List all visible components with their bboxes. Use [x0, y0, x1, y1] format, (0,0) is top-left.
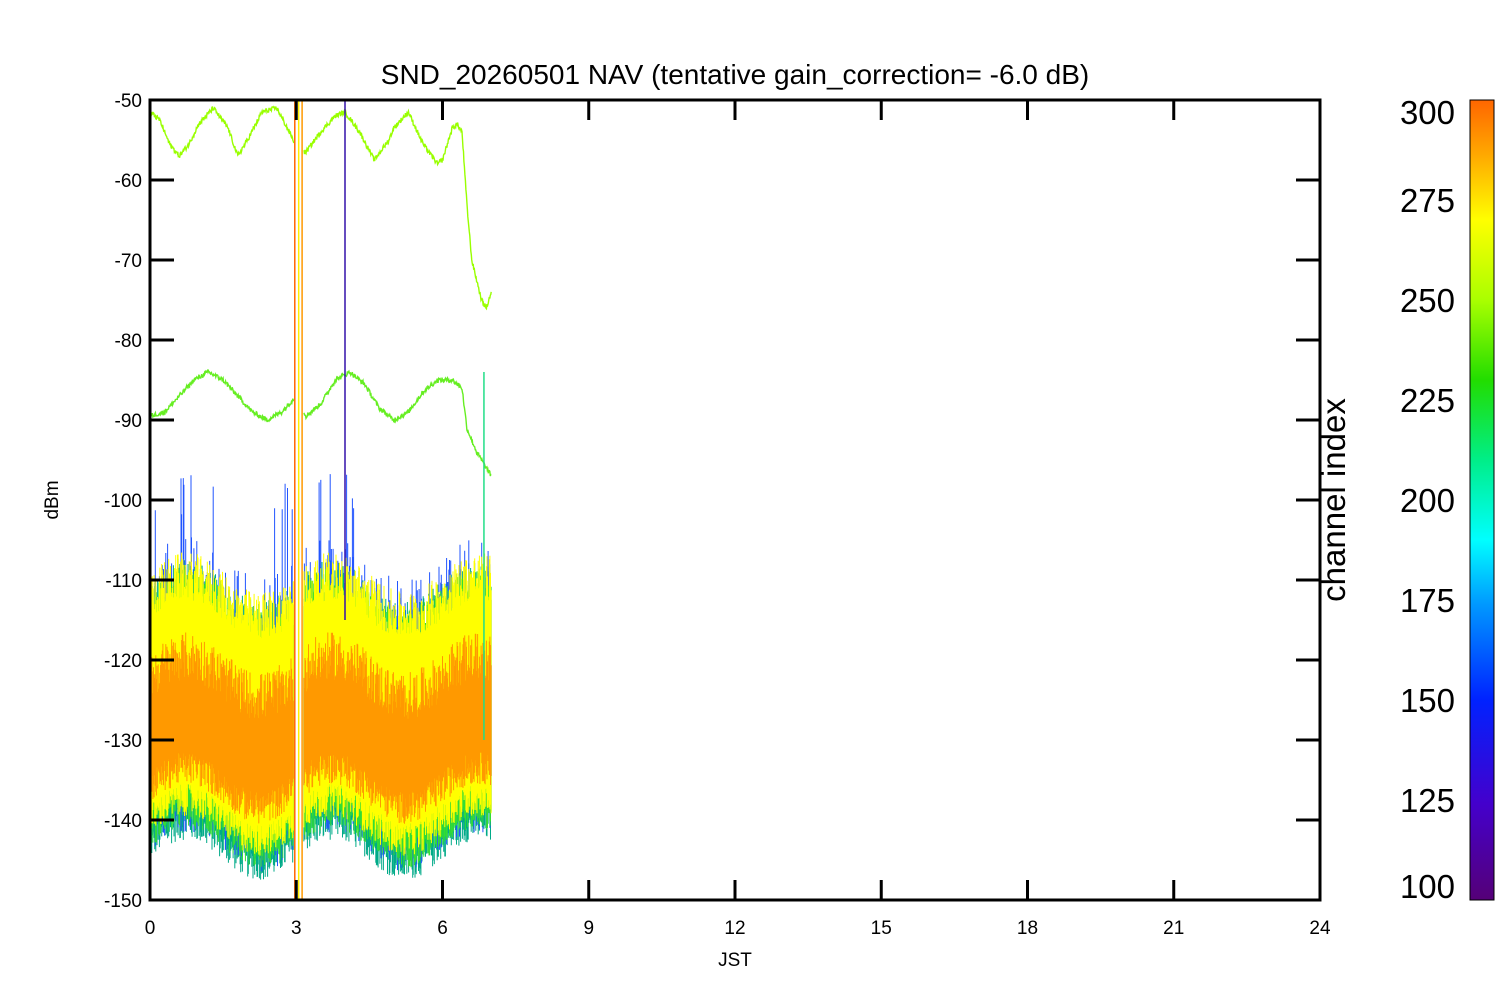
y-tick-label-5: -100: [104, 491, 142, 512]
colorbar-label: channel index: [1315, 398, 1352, 602]
colorbar: [1469, 99, 1495, 901]
x-axis: 0 3 6 9 12 15 18 21 24: [145, 100, 1331, 939]
x-tick-label-2: 6: [437, 918, 448, 939]
colorbar-tick-label-3: 225: [1400, 382, 1455, 419]
chart-title: SND_20260501 NAV (tentative gain_correct…: [381, 59, 1089, 90]
x-tick-label-1: 3: [291, 918, 302, 939]
colorbar-ticks: 300 275 250 225 200 175 150 125 100: [1400, 94, 1455, 905]
x-tick-label-8: 24: [1309, 918, 1331, 939]
noise-layer-4: [150, 632, 492, 824]
y-axis: -50 -60 -70 -80 -90 -100 -110 -120 -130 -140 -150: [104, 91, 1320, 912]
plot-content: [150, 100, 492, 900]
x-axis-label: JST: [718, 950, 752, 971]
colorbar-tick-label-5: 175: [1400, 582, 1455, 619]
x-tick-label-4: 12: [724, 918, 745, 939]
colorbar-tick-label-2: 250: [1400, 282, 1455, 319]
y-tick-label-6: -110: [105, 571, 142, 592]
y-tick-label-2: -70: [115, 251, 142, 272]
y-axis-label: dBm: [42, 480, 63, 519]
y-tick-label-4: -90: [115, 411, 142, 432]
x-tick-label-3: 9: [583, 918, 594, 939]
colorbar-tick-label-8: 100: [1400, 868, 1455, 905]
series-line-1: [150, 368, 492, 477]
y-tick-label-9: -140: [104, 811, 142, 832]
y-tick-label-8: -130: [104, 731, 142, 752]
y-tick-label-10: -150: [104, 891, 142, 912]
colorbar-tick-label-1: 275: [1400, 182, 1455, 219]
colorbar-tick-label-0: 300: [1400, 94, 1455, 131]
y-tick-label-1: -60: [115, 171, 142, 192]
colorbar-tick-label-4: 200: [1400, 482, 1455, 519]
x-tick-label-0: 0: [145, 918, 156, 939]
colorbar-tick-label-6: 150: [1400, 682, 1455, 719]
colorbar-tick-label-7: 125: [1400, 782, 1455, 819]
y-tick-label-0: -50: [115, 91, 142, 112]
x-tick-label-5: 15: [871, 918, 892, 939]
y-tick-label-3: -80: [115, 331, 142, 352]
noise-strokes-4: [150, 632, 492, 824]
x-tick-label-7: 21: [1163, 918, 1184, 939]
y-tick-label-7: -120: [104, 651, 142, 672]
x-tick-label-6: 18: [1017, 918, 1038, 939]
series-line-0: [150, 105, 492, 311]
